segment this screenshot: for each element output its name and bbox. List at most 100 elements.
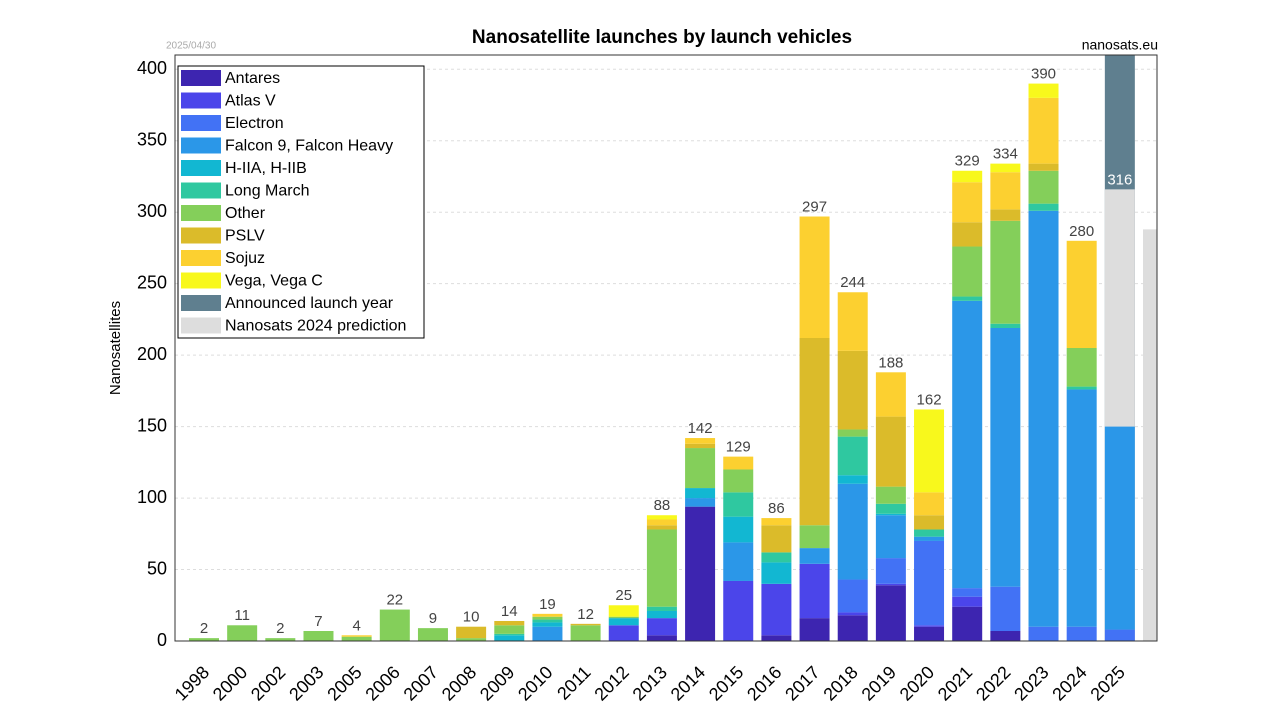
- legend-swatch: [181, 250, 221, 266]
- bar-segment: [837, 615, 868, 641]
- bar-segment: [875, 583, 906, 586]
- legend-swatch: [181, 227, 221, 244]
- bar-segment: [723, 516, 754, 543]
- x-tick-label: 2023: [1010, 662, 1052, 704]
- bar-segment: [799, 618, 830, 641]
- y-tick-label: 350: [137, 130, 167, 150]
- bar-segment: [608, 625, 639, 641]
- legend-swatch: [181, 182, 221, 199]
- legend-label: Sojuz: [225, 250, 265, 267]
- x-tick-label: 2021: [934, 662, 976, 704]
- bar-segment: [990, 209, 1021, 221]
- y-tick-label: 0: [157, 630, 167, 650]
- x-tick-label: 2018: [819, 662, 861, 704]
- bar-segment: [761, 562, 792, 584]
- total-label: 129: [726, 439, 751, 456]
- y-tick-label: 400: [137, 58, 167, 78]
- bar-segment: [799, 563, 830, 619]
- bar-segment: [532, 622, 563, 627]
- bar-segment: [875, 486, 906, 504]
- bar-segment: [837, 429, 868, 437]
- x-tick-label: 2008: [438, 662, 480, 704]
- date-note: 2025/04/30: [166, 41, 216, 52]
- legend-swatch: [181, 137, 221, 154]
- bar-segment: [1066, 386, 1097, 390]
- legend-swatch: [181, 205, 221, 221]
- bar-segment: [799, 525, 830, 549]
- bar-segment: [952, 296, 983, 301]
- bar-segment: [952, 170, 983, 183]
- bar-segment: [914, 529, 945, 537]
- bar-segment: [837, 483, 868, 580]
- x-tick-label: 2022: [972, 662, 1014, 704]
- legend-swatch: [181, 92, 221, 109]
- y-tick-label: 50: [147, 558, 167, 578]
- bar-segment: [875, 372, 906, 417]
- legend-swatch: [181, 295, 221, 311]
- bar-segment: [646, 635, 677, 641]
- bar-segment: [646, 515, 677, 520]
- bar-segment: [685, 443, 716, 449]
- bar-segment: [875, 513, 906, 516]
- bar-segment: [1028, 163, 1059, 171]
- bar-segment: [875, 503, 906, 514]
- x-tick-label: 2013: [629, 662, 671, 704]
- legend-label: Antares: [225, 70, 280, 87]
- total-label: 86: [768, 500, 785, 517]
- total-label: 334: [993, 146, 1018, 163]
- bar-segment: [1028, 203, 1059, 211]
- bar-segment: [914, 625, 945, 627]
- x-tick-label: 2010: [514, 662, 556, 704]
- total-label: 4: [352, 617, 360, 634]
- bar-segment: [494, 633, 525, 636]
- bar-segment: [1028, 83, 1059, 98]
- bar-segment: [685, 488, 716, 499]
- bar-segment: [875, 585, 906, 641]
- bar-segment: [837, 436, 868, 476]
- bar-segment: [990, 630, 1021, 641]
- y-axis-label: Nanosatellites: [107, 301, 124, 395]
- legend-swatch: [181, 70, 221, 86]
- bar-segment: [761, 552, 792, 563]
- bar-segment: [341, 636, 372, 641]
- bar-segment: [646, 525, 677, 530]
- bar-segment: [456, 626, 487, 639]
- bar-segment: [952, 606, 983, 641]
- bar-segment: [837, 475, 868, 484]
- bar-segment: [494, 625, 525, 634]
- bar-segment: [723, 542, 754, 581]
- legend-swatch: [181, 317, 221, 334]
- total-label: 11: [234, 607, 250, 624]
- total-label: 244: [840, 274, 865, 291]
- legend-label: Atlas V: [225, 93, 276, 110]
- x-tick-label: 2009: [476, 662, 518, 704]
- bar-segment: [570, 625, 601, 641]
- bar-segment: [494, 635, 525, 641]
- bar-segment: [417, 628, 448, 641]
- legend-label: Vega, Vega C: [225, 273, 323, 290]
- bar-segment: [1028, 170, 1059, 204]
- bar-segment: [456, 638, 487, 641]
- bar-segment: [341, 635, 372, 637]
- total-label: 22: [386, 592, 403, 609]
- bar-segment: [837, 612, 868, 616]
- source: nanosats.eu: [1082, 37, 1158, 53]
- legend-label: PSLV: [225, 228, 265, 245]
- bar-segment: [761, 635, 792, 641]
- total-label: 162: [917, 391, 942, 408]
- y-tick-label: 100: [137, 487, 167, 507]
- legend-label: Electron: [225, 115, 284, 132]
- bar-segment: [799, 337, 830, 526]
- bar-segment: [379, 609, 410, 641]
- bar-segment: [1066, 240, 1097, 348]
- bar-segment: [1104, 629, 1135, 641]
- bar-segment: [914, 515, 945, 530]
- bar-segment: [990, 586, 1021, 631]
- x-tick-label: 1998: [171, 662, 213, 704]
- chart-title: Nanosatellite launches by launch vehicle…: [472, 27, 852, 48]
- legend-box: [177, 65, 425, 339]
- total-label: 2: [276, 620, 284, 637]
- x-tick-label: 2003: [285, 662, 327, 704]
- bar-segment: [914, 409, 945, 493]
- total-label: 9: [429, 610, 437, 627]
